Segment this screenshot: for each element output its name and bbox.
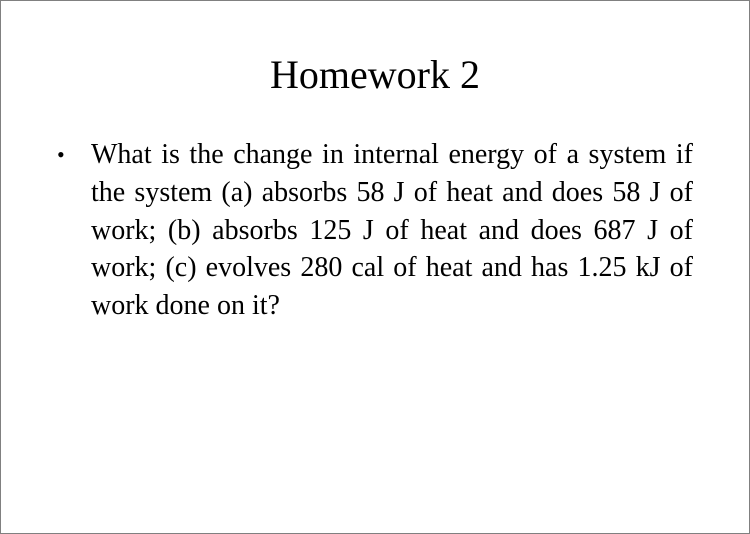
bullet-icon: • [57, 136, 91, 325]
question-text: What is the change in internal energy of… [91, 136, 693, 325]
question-item: • What is the change in internal energy … [49, 136, 701, 325]
page-title: Homework 2 [49, 51, 701, 98]
